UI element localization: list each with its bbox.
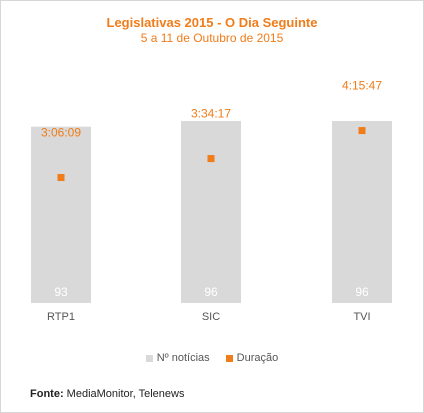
legend-item-noticias[interactable]: Nº notícias [145,352,210,364]
legend-item-duracao[interactable]: Duração [225,352,279,364]
bar-value-label: 96 [204,285,218,299]
x-tick-label: TVI [353,311,370,323]
duration-value-label: 3:06:09 [41,126,81,140]
legend-swatch-noticias [145,354,153,362]
duration-point-tvi [358,127,366,135]
x-tick-label: RTP1 [47,311,75,323]
bar-sic [181,121,241,303]
chart-title: Legislativas 2015 - O Dia Seguinte [106,15,318,30]
duration-value-label: 3:34:17 [191,107,231,121]
duration-point-rtp1 [57,174,65,182]
bar-value-label: 93 [54,285,68,299]
source-text: MediaMonitor, Telenews [66,388,185,400]
legend-label-noticias: Nº notícias [156,352,210,364]
source-note: Fonte: MediaMonitor, Telenews [30,388,184,400]
source-label: Fonte: [30,388,64,400]
chart-subtitle: 5 a 11 de Outubro de 2015 [140,31,284,45]
bar-rtp1 [31,126,91,303]
legend-swatch-duracao [225,354,233,362]
duration-value-label: 4:15:47 [342,79,382,93]
bar-value-label: 96 [355,285,369,299]
legend-label-duracao: Duração [236,352,279,364]
x-tick-label: SIC [202,311,220,323]
bar-tvi [332,121,392,303]
duration-point-sic [207,155,215,163]
chart-legend: Nº notícias Duração [0,352,424,364]
